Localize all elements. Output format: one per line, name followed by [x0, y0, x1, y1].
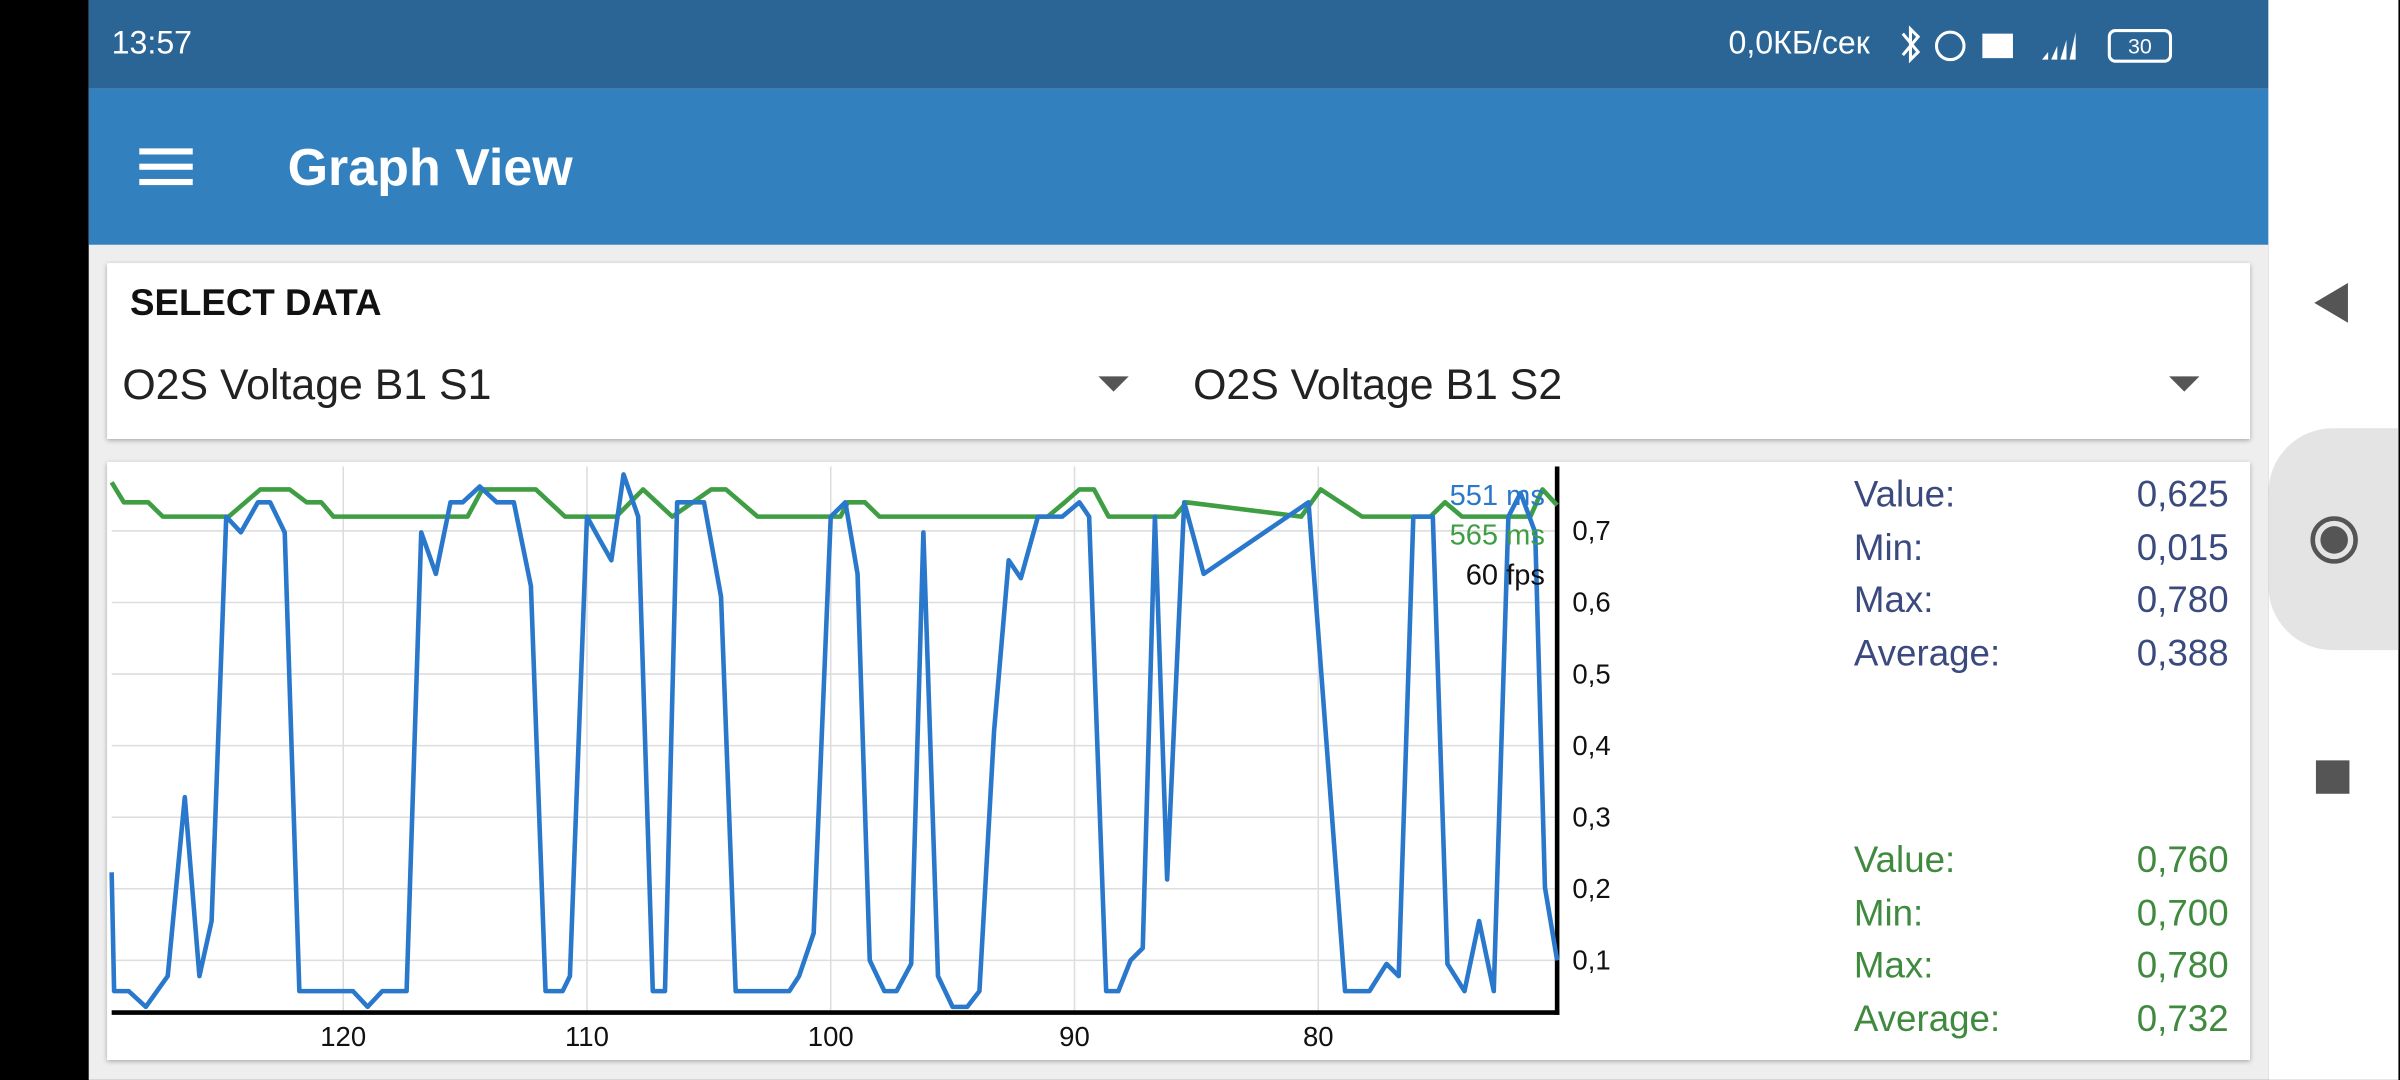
- recents-button[interactable]: [2315, 760, 2350, 794]
- y-tick-label: 0,4: [1572, 730, 1610, 761]
- dropdown[interactable]: O2S Voltage B1 S2: [1178, 355, 2233, 416]
- y-tick-label: 0,5: [1572, 658, 1610, 689]
- dropdown-arrow: [1098, 376, 1129, 392]
- status-bar: 13:57 0,0КБ/сек 30: [88, 0, 2269, 89]
- app-bar: Graph View: [88, 88, 2269, 245]
- x-tick-label: 110: [565, 1021, 609, 1052]
- stat-label: Value:: [1853, 474, 1956, 516]
- stat-value: 0,780: [2136, 945, 2229, 988]
- stat-value: 0,780: [2136, 580, 2229, 622]
- data-line: [109, 481, 1559, 519]
- x-tick-label: 80: [1303, 1021, 1334, 1052]
- navigation-bar: [2268, 0, 2399, 1080]
- status-icons: [1901, 25, 2076, 64]
- battery: 30: [2107, 29, 2173, 63]
- chart-card: 0,1 0,2 0,3 0,4 0,5 0,6 0,7 120 110 100 90 80 551 ms…: [107, 461, 2252, 1061]
- stat-label: Max:: [1853, 945, 1934, 988]
- network-speed: 0,0КБ/сек: [1728, 26, 1870, 62]
- menu-button[interactable]: [139, 145, 194, 188]
- dropdown-arrow: [2168, 376, 2200, 392]
- home-button[interactable]: [2308, 514, 2360, 566]
- annotation: 565 ms: [1450, 520, 1545, 552]
- select-title: SELECT DATA: [130, 282, 382, 325]
- select-card: SELECT DATA O2S Voltage B1 S1 O2S Voltag…: [107, 263, 2251, 439]
- x-tick-label: 120: [320, 1021, 366, 1052]
- chart: 0,1 0,2 0,3 0,4 0,5 0,6 0,7 120 110 100 90 80 551 ms…: [109, 466, 1611, 1052]
- x-tick-label: 90: [1059, 1021, 1090, 1052]
- y-tick-label: 0,2: [1572, 873, 1610, 904]
- stat-value: 0,732: [2136, 998, 2229, 1041]
- stat-value: 0,015: [2136, 527, 2229, 569]
- stat-value: 0,700: [2136, 892, 2229, 935]
- back-button[interactable]: [2314, 282, 2351, 323]
- y-tick-label: 0,6: [1572, 587, 1610, 618]
- stat-label: Average:: [1853, 633, 2001, 675]
- annotation: 551 ms: [1450, 480, 1545, 512]
- stat-label: Average:: [1853, 998, 2001, 1041]
- y-tick-label: 0,1: [1572, 945, 1610, 976]
- app-screen: 13:57 0,0КБ/сек 30 Graph View SELECT DAT…: [88, 0, 2269, 1080]
- x-tick-label: 100: [808, 1021, 854, 1052]
- stat-value: 0,388: [2136, 633, 2229, 675]
- dropdown-value: O2S Voltage B1 S2: [1193, 360, 1563, 409]
- y-tick-label: 0,7: [1572, 515, 1610, 546]
- stat-value: 0,760: [2136, 839, 2229, 882]
- data-line: [109, 472, 1560, 1010]
- stat-label: Value:: [1853, 839, 1956, 882]
- dropdown[interactable]: O2S Voltage B1 S1: [107, 355, 1162, 416]
- stats-panel: Value: 0,625 Min: 0,015 Max: 0,780 Average: 0,3…: [1747, 462, 2252, 1060]
- dropdown-value: O2S Voltage B1 S1: [122, 360, 492, 409]
- app-title: Graph View: [287, 139, 573, 198]
- annotation: 60 fps: [1466, 559, 1545, 591]
- clock: 13:57: [111, 26, 193, 62]
- stat-value: 0,625: [2136, 474, 2229, 516]
- stat-label: Min:: [1853, 527, 1924, 569]
- stat-label: Min:: [1853, 892, 1924, 935]
- y-tick-label: 0,3: [1572, 801, 1610, 832]
- stat-label: Max:: [1853, 580, 1934, 622]
